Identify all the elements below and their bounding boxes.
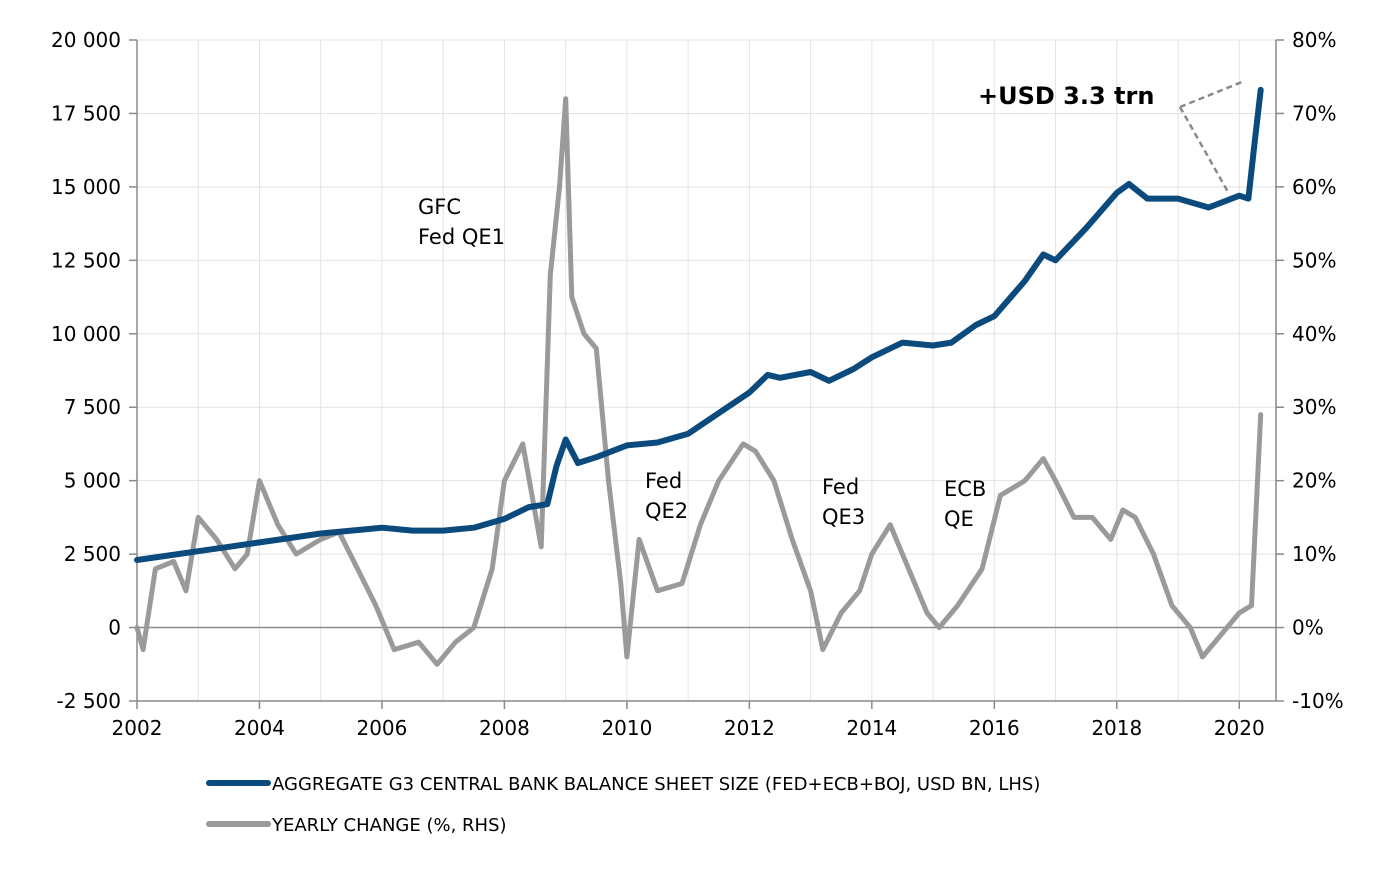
gridlines xyxy=(137,40,1276,701)
left-tick-label: 12 500 xyxy=(51,248,121,272)
right-tick-label: 20% xyxy=(1292,469,1336,493)
annotation-gfc-qe1: GFC xyxy=(418,195,461,219)
yearly-change-line xyxy=(137,99,1261,665)
annotation-fed-qe2: QE2 xyxy=(645,499,688,523)
right-tick-label: -10% xyxy=(1292,689,1344,713)
right-tick-label: 70% xyxy=(1292,101,1336,125)
x-tick-label: 2020 xyxy=(1214,716,1265,740)
annotation-pointer-upper xyxy=(1180,82,1242,107)
balance-sheet-line xyxy=(137,90,1261,560)
series-layer xyxy=(137,90,1261,664)
x-axis-ticks: 2002 2004 2006 2008 2010 2012 2014 2016 2018 2020 xyxy=(112,701,1265,740)
left-tick-label: 17 500 xyxy=(51,101,121,125)
left-tick-label: -2 500 xyxy=(57,689,121,713)
left-tick-label: 0 xyxy=(108,616,121,640)
annotation-usd-3-3trn: +USD 3.3 trn xyxy=(978,82,1154,110)
legend-label: AGGREGATE G3 CENTRAL BANK BALANCE SHEET … xyxy=(272,774,1040,795)
x-tick-label: 2006 xyxy=(356,716,407,740)
right-tick-label: 80% xyxy=(1292,28,1336,52)
left-tick-label: 15 000 xyxy=(51,175,121,199)
annotation-pointer-lower xyxy=(1180,107,1228,192)
annotation-fed-qe3: QE3 xyxy=(822,505,865,529)
left-tick-label: 10 000 xyxy=(51,322,121,346)
left-tick-label: 20 000 xyxy=(51,28,121,52)
x-tick-label: 2010 xyxy=(601,716,652,740)
x-tick-label: 2012 xyxy=(724,716,775,740)
legend-label: YEARLY CHANGE (%, RHS) xyxy=(271,815,507,836)
annotation-gfc-qe1: Fed QE1 xyxy=(418,225,505,249)
x-tick-label: 2002 xyxy=(112,716,163,740)
annotation-fed-qe2: Fed xyxy=(645,469,682,493)
x-tick-label: 2014 xyxy=(846,716,897,740)
right-tick-label: 50% xyxy=(1292,248,1336,272)
right-tick-label: 40% xyxy=(1292,322,1336,346)
left-tick-label: 5 000 xyxy=(64,469,121,493)
legend: AGGREGATE G3 CENTRAL BANK BALANCE SHEET … xyxy=(209,774,1040,836)
right-tick-label: 10% xyxy=(1292,542,1336,566)
left-tick-label: 2 500 xyxy=(64,542,121,566)
right-tick-label: 30% xyxy=(1292,395,1336,419)
x-tick-label: 2004 xyxy=(234,716,285,740)
left-axis-ticks: -2 500 0 2 500 5 000 7 500 10 000 12 500 15 000… xyxy=(51,28,137,713)
left-tick-label: 7 500 xyxy=(64,395,121,419)
axes xyxy=(137,40,1276,701)
annotation-ecb-qe: QE xyxy=(944,507,974,531)
annotation-ecb-qe: ECB xyxy=(944,477,986,501)
x-tick-label: 2018 xyxy=(1091,716,1142,740)
right-tick-label: 0% xyxy=(1292,616,1324,640)
right-axis-ticks: -10% 0% 10% 20% 30% 40% 50% 60% 70% 80% xyxy=(1276,28,1344,713)
annotation-fed-qe3: Fed xyxy=(822,475,859,499)
x-tick-label: 2016 xyxy=(969,716,1020,740)
x-tick-label: 2008 xyxy=(479,716,530,740)
right-tick-label: 60% xyxy=(1292,175,1336,199)
